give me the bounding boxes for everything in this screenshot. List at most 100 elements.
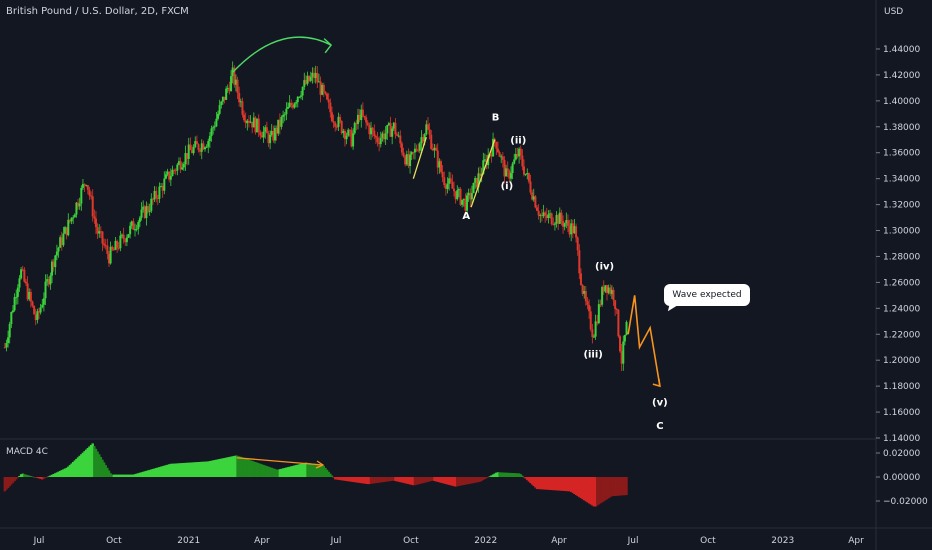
macd-bar <box>141 471 145 477</box>
macd-bar <box>132 474 135 477</box>
macd-bar <box>534 477 537 488</box>
candle-body <box>80 187 83 204</box>
candle-body <box>38 311 40 313</box>
macd-bar <box>460 477 464 486</box>
candle-body <box>223 96 226 100</box>
macd-bar <box>70 463 73 477</box>
candle-body <box>39 307 42 313</box>
macd-bar <box>335 477 339 480</box>
candle-body <box>474 177 477 183</box>
time-tick-label: Jul <box>330 536 342 546</box>
macd-bar <box>613 477 617 496</box>
candle-body <box>221 96 224 102</box>
macd-bar <box>303 463 306 477</box>
macd-bar <box>374 477 378 484</box>
macd-bar <box>233 455 236 477</box>
candle-body <box>417 150 420 152</box>
candle-body <box>552 224 555 226</box>
candle-body <box>558 212 561 224</box>
macd-bar <box>15 477 18 480</box>
candle-body <box>443 177 446 186</box>
candle-body <box>420 137 423 144</box>
macd-bar <box>216 459 220 477</box>
macd-label: MACD 4C <box>6 447 48 457</box>
macd-bar <box>91 443 94 477</box>
candle-body <box>88 189 91 196</box>
candle-body <box>280 116 283 127</box>
candle-body <box>190 150 193 154</box>
candle-body <box>251 121 254 128</box>
price-tick-label: 1.40000 <box>883 97 920 107</box>
candle-body <box>503 159 506 177</box>
macd-bar <box>504 472 508 477</box>
macd-bar <box>423 477 426 483</box>
macd-bar <box>111 474 114 477</box>
candle-body <box>330 112 333 122</box>
candle-body <box>278 119 281 127</box>
candle-body <box>226 87 229 89</box>
candle-body <box>620 351 623 364</box>
candle-body <box>103 243 106 246</box>
macd-bar <box>112 474 116 477</box>
candle-body <box>309 76 312 81</box>
time-tick-label: 2021 <box>177 536 200 546</box>
candle-body <box>446 183 449 189</box>
macd-bar <box>618 477 622 496</box>
macd-bar <box>545 477 548 490</box>
macd-bar <box>8 477 11 487</box>
candle-body <box>370 127 373 135</box>
candle-body <box>500 156 503 158</box>
candle-body <box>479 173 482 177</box>
candle-body <box>55 251 58 256</box>
candle-body <box>570 223 573 235</box>
candle-body <box>75 202 78 215</box>
candle-body <box>20 269 23 279</box>
candle-body <box>562 220 565 227</box>
macd-bar <box>316 464 319 477</box>
macd-bar <box>164 465 168 477</box>
candle-body <box>262 131 265 138</box>
candle-body <box>142 206 145 210</box>
candle-body <box>65 227 68 236</box>
macd-bar <box>556 477 560 491</box>
candle-body <box>147 206 150 212</box>
candle-body <box>111 246 114 250</box>
candle-body <box>256 118 259 133</box>
macd-bar <box>403 477 407 484</box>
macd-bar <box>260 464 264 477</box>
candle-body <box>439 161 442 172</box>
candle-body <box>571 223 574 234</box>
candle-body <box>389 123 392 137</box>
candle-body <box>243 114 246 121</box>
macd-bar <box>430 477 433 482</box>
price-candles <box>3 61 628 372</box>
macd-bar <box>617 477 620 496</box>
macd-bar <box>578 477 581 498</box>
candle-body <box>181 167 184 170</box>
macd-bar <box>472 477 475 484</box>
macd-bar <box>215 459 218 477</box>
candle-body <box>431 148 434 151</box>
macd-bar <box>410 477 413 485</box>
candle-body <box>140 209 143 218</box>
candle-body <box>467 192 470 196</box>
macd-bar <box>330 475 334 477</box>
macd-bar <box>522 477 526 478</box>
macd-bar <box>334 477 337 480</box>
macd-bar <box>325 469 329 477</box>
macd-bar <box>98 454 101 477</box>
candle-body <box>311 72 314 77</box>
macd-bar <box>189 462 192 477</box>
macd-bar <box>192 462 195 477</box>
candle-body <box>13 297 16 311</box>
macd-bar <box>177 463 181 477</box>
macd-bar <box>332 477 335 478</box>
candle-body <box>553 223 556 225</box>
macd-bar <box>150 469 153 477</box>
macd-bar <box>76 457 80 477</box>
candle-body <box>555 215 558 224</box>
macd-bar <box>395 477 399 482</box>
candle-body <box>11 310 14 313</box>
